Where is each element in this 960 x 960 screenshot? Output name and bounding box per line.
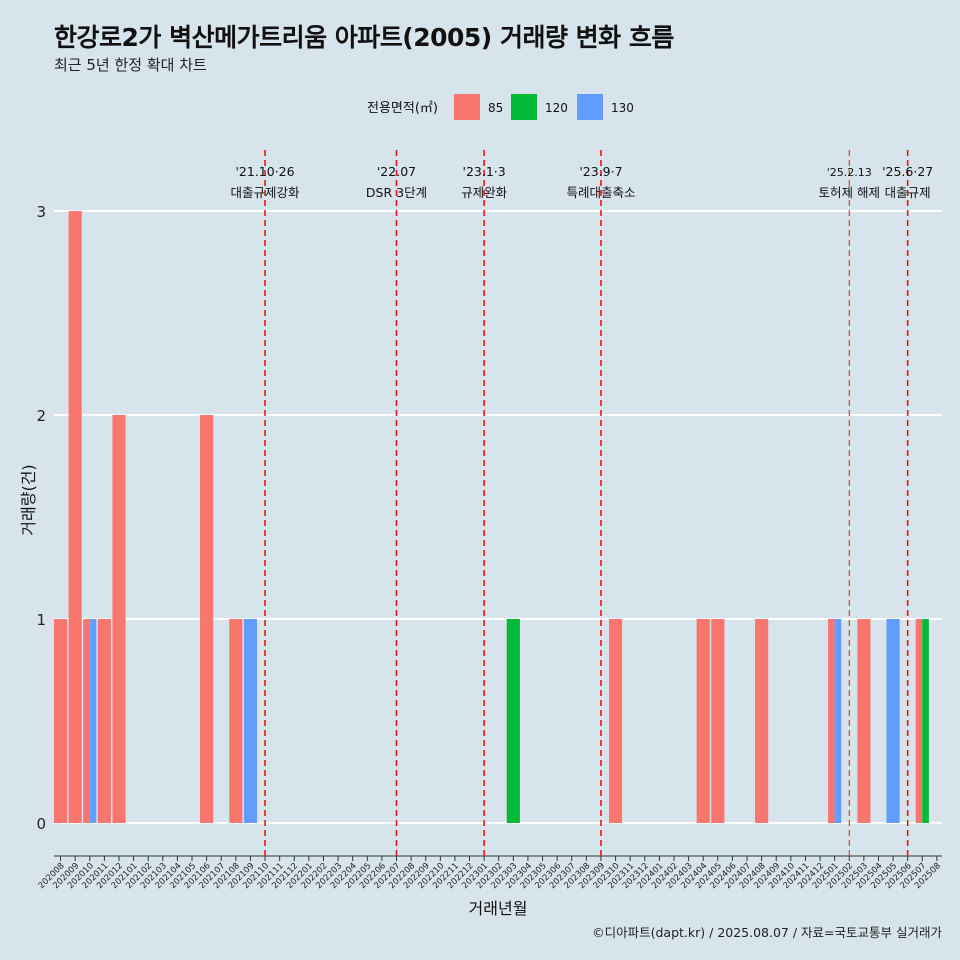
legend-swatch-85 — [454, 94, 480, 120]
x-axis-title: 거래년월 — [469, 899, 528, 918]
bar-85-202010 — [83, 619, 90, 823]
bar-130-202505 — [886, 619, 900, 823]
source-caption: ©디아파트(dapt.kr) / 2025.08.07 / 자료=국토교통부 실… — [592, 925, 942, 940]
legend-label: 130 — [611, 101, 634, 115]
y-tick-label: 2 — [36, 407, 46, 425]
event-date: '25.2.13 — [827, 166, 872, 179]
bar-85-202106 — [200, 415, 214, 823]
chart-subtitle: 최근 5년 한정 확대 차트 — [54, 56, 207, 74]
bar-85-202011 — [97, 619, 111, 823]
bar-85-202507 — [915, 619, 923, 823]
bar-85-202310 — [609, 619, 623, 823]
bar-85-202008 — [54, 619, 68, 823]
event-date: '25.6·27 — [882, 164, 933, 179]
y-tick-label: 0 — [36, 815, 46, 833]
event-label: 규제완화 — [461, 185, 508, 200]
legend-swatch-120 — [511, 94, 537, 120]
bar-85-202501 — [828, 619, 835, 823]
event-label: 대출규제강화 — [231, 185, 301, 200]
bar-130-202501 — [834, 619, 842, 823]
legend-label: 85 — [488, 101, 503, 115]
y-tick-label: 3 — [36, 203, 46, 221]
bar-85-202009 — [68, 211, 82, 823]
event-date: '23.9·7 — [579, 164, 622, 179]
y-tick-label: 1 — [36, 611, 46, 629]
bar-85-202108 — [229, 619, 243, 823]
legend-swatch-130 — [577, 94, 603, 120]
bar-85-202404 — [696, 619, 710, 823]
event-label: 토허제 해제 — [819, 185, 880, 200]
event-label: DSR 3단계 — [366, 185, 427, 200]
bar-120-202303 — [506, 619, 520, 823]
legend-label: 120 — [545, 101, 568, 115]
bar-130-202109 — [243, 619, 258, 823]
event-label: 대출규제 — [885, 185, 931, 200]
chart-title: 한강로2가 벽산메가트리움 아파트(2005) 거래량 변화 흐름 — [54, 23, 674, 52]
legend-title: 전용면적(㎡) — [367, 101, 438, 116]
bar-130-202010 — [89, 619, 97, 823]
bar-120-202507 — [922, 619, 929, 823]
bar-85-202408 — [755, 619, 769, 823]
event-date: '22.07 — [377, 164, 416, 179]
event-date: '21.10·26 — [235, 164, 294, 179]
bar-85-202012 — [112, 415, 126, 823]
y-axis-title: 거래량(건) — [19, 464, 38, 535]
event-date: '23.1·3 — [463, 164, 506, 179]
event-label: 특례대출축소 — [566, 185, 635, 200]
bar-85-202405 — [711, 619, 725, 823]
bar-85-202503 — [857, 619, 871, 823]
